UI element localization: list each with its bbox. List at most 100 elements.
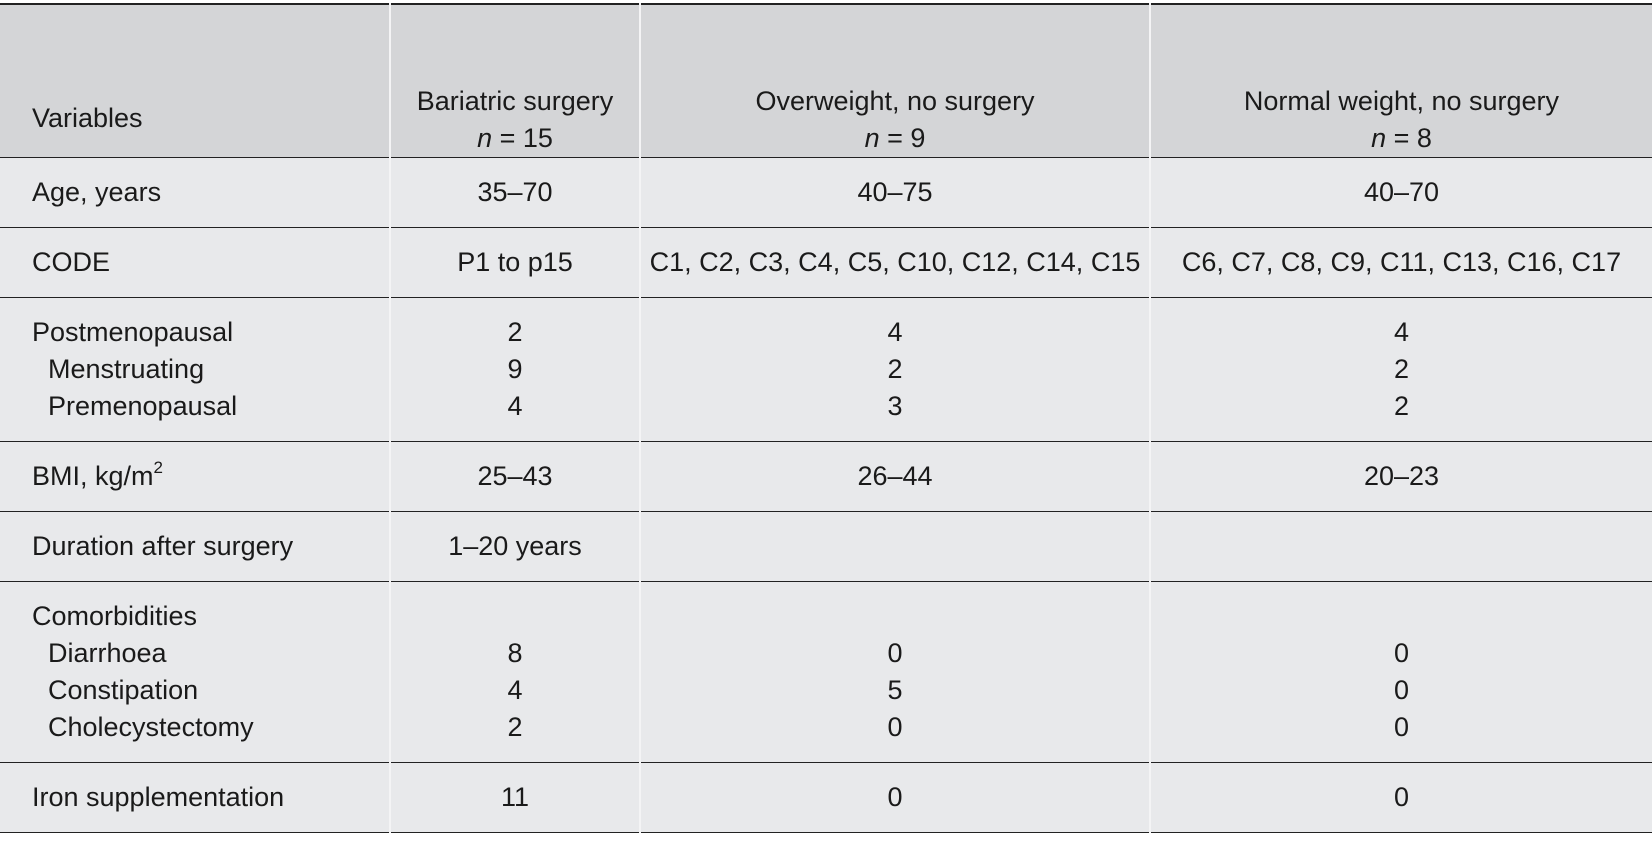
- cell-value: 25–43: [477, 460, 553, 491]
- label-text: Duration after surgery: [32, 530, 294, 561]
- page: Variables Bariatric surgery n = 15 Overweig…: [0, 3, 1652, 841]
- empty-cell: [395, 598, 635, 635]
- row-group: Age, years 35–70 40–75 40–70: [0, 157, 1652, 227]
- row-label: Cholecystectomy: [32, 709, 375, 746]
- cell-lines: Postmenopausal Menstruating Premenopausal: [32, 298, 375, 441]
- cell-value: 5: [887, 674, 903, 705]
- value-cell: 0 0 0: [1149, 581, 1652, 762]
- row-label: Postmenopausal: [32, 314, 375, 351]
- value-cell: P1 to p15: [389, 227, 640, 297]
- label-superscript: 2: [153, 457, 163, 477]
- cell-value: 0: [1393, 781, 1410, 812]
- header-cell: Variables: [0, 4, 390, 157]
- value-cell: 4 2 3: [639, 297, 1150, 441]
- value-cell: [1149, 511, 1652, 581]
- value-cell: 40–75: [639, 157, 1150, 227]
- row-group: Duration after surgery 1–20 years: [0, 511, 1652, 581]
- header-label: Normal weight, no surgery: [1243, 85, 1560, 116]
- value-cell: 8 4 2: [389, 581, 640, 762]
- row-label: BMI, kg/m2: [32, 458, 375, 495]
- label-text: Comorbidities: [32, 600, 198, 631]
- header-n: n = 8: [1155, 120, 1648, 157]
- cell-lines: Iron supplementation: [32, 763, 375, 832]
- empty-cell: [645, 598, 1145, 635]
- label-cell: Duration after surgery: [0, 511, 390, 581]
- cell-lines: 40–75: [645, 158, 1145, 227]
- cell-value: 2: [1393, 353, 1410, 384]
- cell-lines: 40–70: [1155, 158, 1648, 227]
- cell-value: 40–70: [1363, 176, 1440, 207]
- value-cell: 1–20 years: [389, 511, 640, 581]
- label-text: Age, years: [32, 176, 162, 207]
- cell-value: 3: [887, 390, 903, 421]
- row-group: Iron supplementation 11 0 0: [0, 762, 1652, 832]
- cell-value: 26–44: [857, 460, 933, 491]
- cell-value: 11: [500, 781, 530, 812]
- value-cell: 0: [639, 762, 1150, 832]
- cell-lines: 0: [645, 763, 1145, 832]
- value-cell: C6, C7, C8, C9, C11, C13, C16, C17: [1149, 227, 1652, 297]
- row-label: Duration after surgery: [32, 528, 375, 565]
- label-text: BMI, kg/m: [32, 460, 154, 491]
- row-group: CODE P1 to p15 C1, C2, C3, C4, C5, C10, C1…: [0, 227, 1652, 297]
- row-label: Constipation: [32, 672, 375, 709]
- header-label: Bariatric surgery: [416, 85, 614, 116]
- label-text: Menstruating: [48, 353, 205, 384]
- cell-value: 2: [887, 353, 903, 384]
- value-cell: C1, C2, C3, C4, C5, C10, C12, C14, C15: [639, 227, 1150, 297]
- cell-value: 2: [507, 711, 523, 742]
- cell-value: 2: [507, 316, 523, 347]
- cell-lines: [645, 512, 1145, 581]
- value-cell: 40–70: [1149, 157, 1652, 227]
- label-cell: Postmenopausal Menstruating Premenopausal: [0, 297, 390, 441]
- cell-lines: Comorbidities Diarrhoea Constipation Cholec…: [32, 582, 375, 762]
- cell-lines: P1 to p15: [395, 228, 635, 297]
- cell-value: P1 to p15: [457, 246, 573, 277]
- row-label: Menstruating: [32, 351, 375, 388]
- cell-lines: C1, C2, C3, C4, C5, C10, C12, C14, C15: [645, 228, 1145, 297]
- row-group: Comorbidities Diarrhoea Constipation Cholec…: [0, 581, 1652, 762]
- cell-value: 0: [887, 637, 903, 668]
- header-label: Overweight, no surgery: [755, 85, 1035, 116]
- value-cell: 20–23: [1149, 441, 1652, 511]
- cell-value: 4: [1393, 316, 1410, 347]
- n-symbol: n: [477, 122, 493, 153]
- row-group: Postmenopausal Menstruating Premenopausal 2…: [0, 297, 1652, 441]
- row-label: Age, years: [32, 174, 375, 211]
- label-cell: CODE: [0, 227, 390, 297]
- cell-lines: 25–43: [395, 442, 635, 511]
- value-cell: 0: [1149, 762, 1652, 832]
- label-text: Constipation: [48, 674, 199, 705]
- header-n: n = 15: [395, 120, 635, 157]
- label-text: Cholecystectomy: [48, 711, 254, 742]
- value-cell: 25–43: [389, 441, 640, 511]
- cell-value: 2: [1393, 390, 1410, 421]
- row-label: Comorbidities: [32, 598, 375, 635]
- cell-lines: [1155, 512, 1648, 581]
- empty-cell: [1155, 598, 1648, 635]
- empty-cell: [645, 528, 1145, 565]
- row-group: BMI, kg/m2 25–43 26–44 20–23: [0, 441, 1652, 511]
- value-cell: 2 9 4: [389, 297, 640, 441]
- cell-value: 4: [507, 674, 523, 705]
- cell-value: 0: [1393, 637, 1410, 668]
- label-text: CODE: [32, 246, 111, 277]
- cell-value: 0: [887, 711, 903, 742]
- value-cell: 11: [389, 762, 640, 832]
- data-table: Variables Bariatric surgery n = 15 Overweig…: [0, 3, 1652, 833]
- cell-value: 0: [1393, 674, 1410, 705]
- n-count: = 8: [1393, 122, 1432, 153]
- cell-lines: 11: [395, 763, 635, 832]
- cell-lines: 0: [1155, 763, 1648, 832]
- cell-value: 4: [887, 316, 903, 347]
- cell-value: 0: [887, 781, 903, 812]
- table-header: Variables Bariatric surgery n = 15 Overweig…: [0, 4, 1652, 157]
- cell-value: 20–23: [1363, 460, 1440, 491]
- row-label: CODE: [32, 244, 375, 281]
- cell-lines: 4 2 2: [1155, 298, 1648, 441]
- cell-lines: 2 9 4: [395, 298, 635, 441]
- cell-lines: 26–44: [645, 442, 1145, 511]
- cell-lines: C6, C7, C8, C9, C11, C13, C16, C17: [1155, 228, 1648, 297]
- header-label: Variables: [32, 102, 143, 133]
- cell-lines: 35–70: [395, 158, 635, 227]
